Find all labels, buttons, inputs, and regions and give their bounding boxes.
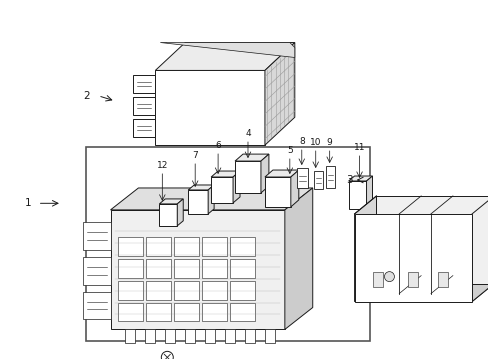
Polygon shape: [437, 272, 447, 287]
Polygon shape: [354, 196, 376, 302]
Bar: [202, 259, 226, 278]
Bar: [146, 237, 171, 256]
Polygon shape: [133, 75, 155, 93]
Bar: [118, 237, 143, 256]
Polygon shape: [159, 204, 177, 226]
Text: 6: 6: [215, 141, 221, 150]
Text: 5: 5: [286, 146, 292, 155]
Polygon shape: [290, 170, 298, 207]
Bar: [202, 302, 226, 321]
Bar: [202, 237, 226, 256]
Bar: [146, 259, 171, 278]
Bar: [174, 302, 199, 321]
Text: 8: 8: [298, 137, 304, 146]
Polygon shape: [264, 170, 298, 177]
Text: 10: 10: [309, 138, 321, 147]
Bar: [202, 280, 226, 300]
Polygon shape: [376, 196, 488, 284]
Polygon shape: [264, 42, 294, 145]
Polygon shape: [296, 168, 307, 188]
Polygon shape: [211, 177, 233, 203]
Bar: [174, 259, 199, 278]
Polygon shape: [372, 272, 382, 287]
Polygon shape: [313, 171, 322, 189]
Polygon shape: [160, 42, 294, 58]
Polygon shape: [235, 154, 268, 161]
Bar: [229, 280, 254, 300]
Polygon shape: [155, 42, 294, 71]
Polygon shape: [366, 176, 372, 209]
Polygon shape: [82, 257, 110, 285]
Polygon shape: [348, 176, 372, 181]
Polygon shape: [264, 177, 290, 207]
Bar: [118, 302, 143, 321]
Text: 11: 11: [353, 143, 365, 152]
Polygon shape: [82, 222, 110, 250]
Polygon shape: [133, 97, 155, 115]
Polygon shape: [188, 185, 214, 190]
Text: 3: 3: [345, 175, 352, 185]
Text: 7: 7: [192, 151, 198, 160]
Polygon shape: [208, 185, 214, 214]
Polygon shape: [264, 329, 274, 343]
Polygon shape: [224, 329, 235, 343]
Bar: [146, 302, 171, 321]
Bar: [174, 280, 199, 300]
Polygon shape: [354, 214, 471, 302]
Text: 2: 2: [82, 91, 89, 101]
Polygon shape: [82, 292, 110, 319]
Polygon shape: [177, 199, 183, 226]
Polygon shape: [155, 71, 264, 145]
Bar: [85, 147, 369, 341]
Text: 12: 12: [156, 161, 168, 170]
Bar: [229, 302, 254, 321]
Polygon shape: [325, 166, 334, 188]
Bar: [174, 237, 199, 256]
Polygon shape: [205, 329, 215, 343]
Polygon shape: [145, 329, 155, 343]
Polygon shape: [211, 171, 240, 177]
Polygon shape: [235, 161, 261, 193]
Polygon shape: [165, 329, 175, 343]
Polygon shape: [244, 329, 254, 343]
Text: 9: 9: [326, 138, 332, 147]
Polygon shape: [471, 196, 488, 302]
Bar: [118, 280, 143, 300]
Circle shape: [161, 351, 173, 360]
Polygon shape: [125, 329, 135, 343]
Polygon shape: [354, 284, 488, 302]
Polygon shape: [110, 210, 285, 329]
Polygon shape: [233, 171, 240, 203]
Bar: [146, 280, 171, 300]
Bar: [229, 237, 254, 256]
Polygon shape: [133, 119, 155, 137]
Bar: [229, 259, 254, 278]
Polygon shape: [261, 154, 268, 193]
Polygon shape: [188, 190, 208, 214]
Polygon shape: [348, 181, 366, 209]
Polygon shape: [185, 329, 195, 343]
Text: 4: 4: [244, 129, 250, 138]
Polygon shape: [110, 188, 312, 210]
Polygon shape: [159, 199, 183, 204]
Circle shape: [384, 272, 394, 282]
Polygon shape: [285, 188, 312, 329]
Polygon shape: [407, 272, 417, 287]
Text: 1: 1: [24, 198, 31, 208]
Bar: [118, 259, 143, 278]
